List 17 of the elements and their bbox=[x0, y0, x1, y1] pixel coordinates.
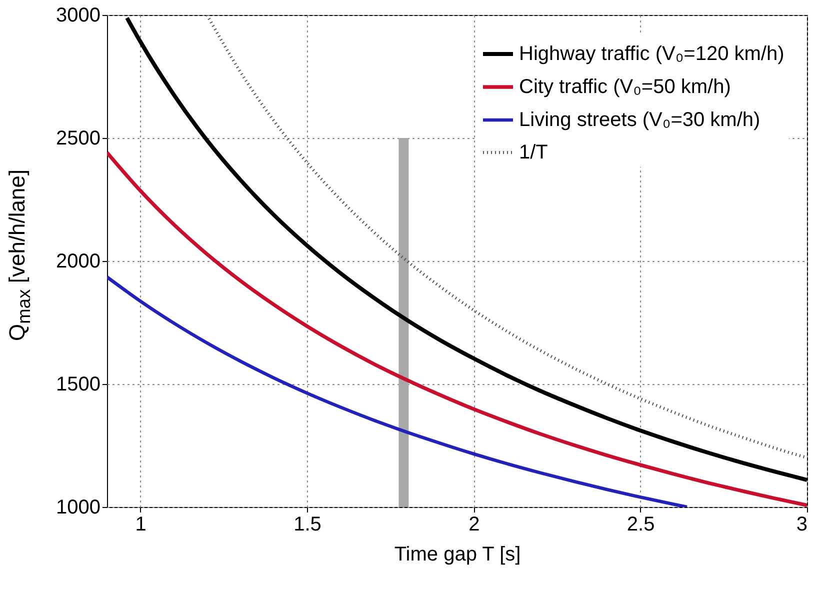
y-tick-label: 3000 bbox=[56, 4, 100, 26]
line-series bbox=[206, 15, 807, 460]
x-tick-label: 3 bbox=[796, 514, 808, 536]
y-tick-label: 2500 bbox=[56, 128, 100, 150]
legend-label: Living streets (V₀=30 km/h) bbox=[519, 109, 760, 131]
x-axis-title: Time gap T [s] bbox=[394, 544, 521, 566]
y-tick-label: 1500 bbox=[56, 374, 100, 396]
legend-label: 1/T bbox=[519, 142, 548, 164]
x-tick-label: 1.5 bbox=[294, 514, 322, 536]
y-tick-label: 2000 bbox=[56, 250, 100, 272]
x-tick-label: 2.5 bbox=[626, 514, 655, 536]
legend-label: City traffic (V₀=50 km/h) bbox=[519, 76, 731, 98]
y-tick-label: 1000 bbox=[56, 496, 100, 518]
line-series bbox=[107, 275, 689, 507]
x-tick-label: 2 bbox=[468, 514, 480, 536]
legend-label: Highway traffic (V₀=120 km/h) bbox=[519, 43, 784, 65]
x-tick-label: 1 bbox=[135, 514, 146, 536]
